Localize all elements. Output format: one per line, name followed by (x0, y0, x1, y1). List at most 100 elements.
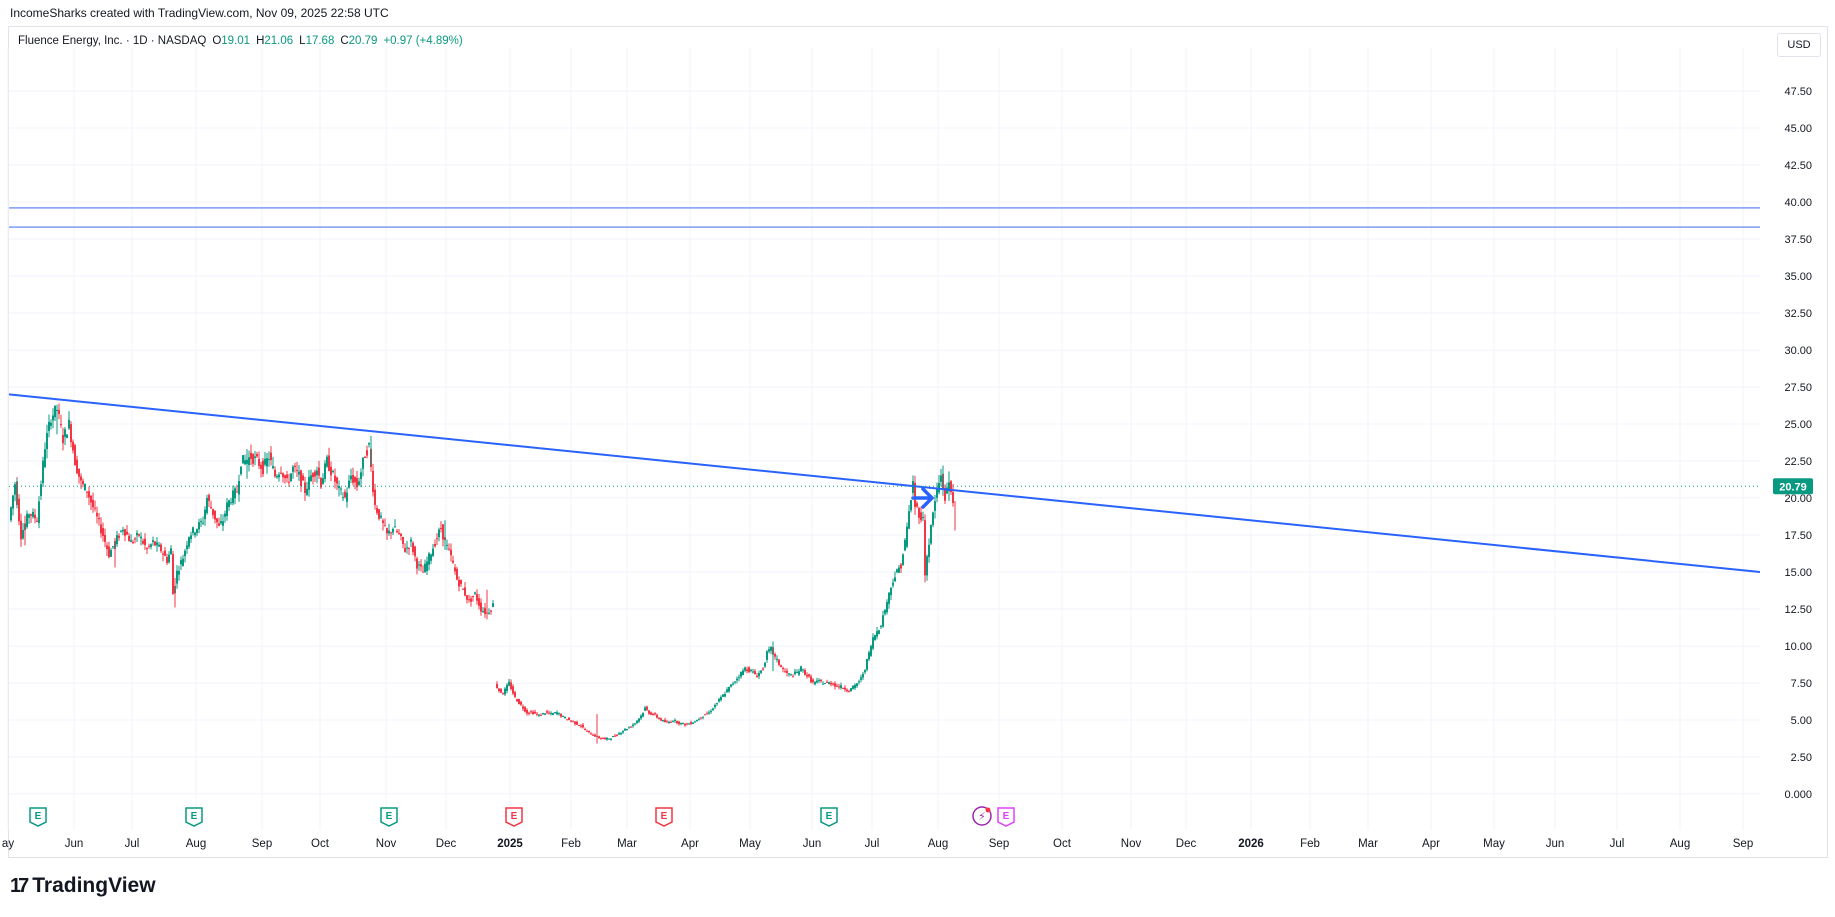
arrow-marker-icon[interactable] (911, 487, 935, 509)
candle-body (588, 730, 590, 733)
descending-trendline[interactable] (8, 393, 1761, 573)
candle-body (610, 738, 612, 740)
candle-body (500, 688, 502, 693)
earnings-marker-icon[interactable] (505, 807, 523, 827)
tradingview-logo[interactable]: 17 TradingView (10, 874, 156, 898)
candle-body (918, 508, 920, 518)
candle-body (850, 688, 852, 692)
candle-body (752, 671, 754, 673)
candle-body (904, 539, 906, 551)
candle-body (288, 481, 290, 483)
candle-body (630, 726, 632, 728)
candle-body (926, 556, 928, 576)
candle-body (328, 455, 330, 471)
candlesticks (10, 403, 956, 744)
candle-body (136, 532, 138, 536)
low-value: 17.68 (305, 35, 335, 47)
candle-body (924, 520, 926, 576)
candle-body (592, 734, 594, 736)
candle-body (206, 498, 208, 514)
candle-body (716, 703, 718, 705)
earnings-marker-icon[interactable] (185, 807, 203, 827)
candle-body (374, 489, 376, 505)
candle-body (934, 501, 936, 511)
candle-body (834, 683, 836, 687)
candle-body (298, 471, 300, 475)
candle-body (770, 646, 772, 651)
y-tick-label: 27.50 (1784, 382, 1812, 394)
x-tick-label: Aug (186, 838, 206, 850)
earnings-marker-label: E (511, 811, 518, 822)
candle-body (734, 681, 736, 683)
candle-body (92, 500, 94, 508)
candle-body (776, 658, 778, 660)
candle-body (272, 466, 274, 469)
x-tick-label: Sep (252, 838, 272, 850)
earnings-marker-icon[interactable] (29, 807, 47, 827)
earnings-marker-icon[interactable] (820, 807, 838, 827)
symbol-title[interactable]: Fluence Energy, Inc. · 1D · NASDAQ (18, 35, 207, 47)
candle-body (844, 687, 846, 690)
candle-body (594, 734, 596, 737)
candle-body (496, 683, 498, 688)
candle-body (634, 723, 636, 725)
candle-body (350, 475, 352, 480)
candle-body (34, 514, 36, 519)
candle-body (352, 475, 354, 483)
candle-body (36, 520, 38, 522)
candle-body (832, 683, 834, 685)
candle-body (952, 492, 954, 504)
candle-body (552, 713, 554, 715)
x-tick-label: Jun (65, 838, 84, 850)
last-price-line-layer: 20.79 (9, 478, 1813, 495)
x-tick-label: Dec (436, 838, 457, 850)
candle-body (176, 570, 178, 584)
candle-body (98, 517, 100, 520)
candle-body (200, 521, 202, 523)
x-tick-label: Sep (1733, 838, 1753, 850)
candle-body (826, 681, 828, 683)
candle-body (354, 477, 356, 483)
candle-body (876, 631, 878, 637)
candle-body (238, 480, 240, 495)
candle-body (528, 712, 530, 714)
candle-body (628, 727, 630, 729)
candle-body (530, 711, 532, 713)
candle-body (110, 550, 112, 557)
candle-body (604, 738, 606, 740)
candle-body (398, 532, 400, 534)
candle-body (376, 508, 378, 513)
candle-body (538, 714, 540, 716)
y-tick-label: 7.50 (1791, 678, 1812, 690)
candle-body (290, 473, 292, 482)
candle-body (164, 550, 166, 556)
x-tick-label: Apr (1422, 838, 1440, 850)
candle-body (126, 531, 128, 535)
candle-body (790, 674, 792, 676)
earnings-marker-icon[interactable] (380, 807, 398, 827)
candle-body (914, 482, 916, 507)
candle-body (916, 503, 918, 507)
currency-button[interactable]: USD (1777, 33, 1821, 57)
close-label: C (340, 35, 349, 47)
candle-body (920, 512, 922, 521)
candle-body (900, 564, 902, 569)
candle-body (268, 458, 270, 460)
candle-body (836, 685, 838, 687)
candle-body (372, 470, 374, 493)
candle-body (424, 563, 426, 573)
y-tick-label: 40.00 (1784, 197, 1812, 209)
candle-body (186, 545, 188, 549)
candle-body (12, 495, 14, 509)
candle-body (690, 722, 692, 725)
candle-body (722, 694, 724, 697)
y-tick-label: 5.00 (1791, 715, 1812, 727)
x-tick-label: Aug (1670, 838, 1690, 850)
candle-body (614, 735, 616, 737)
earnings-marker-icon[interactable] (997, 807, 1015, 827)
candle-body (434, 543, 436, 547)
earnings-marker-icon[interactable] (655, 807, 673, 827)
y-tick-label: 37.50 (1784, 234, 1812, 246)
candle-body (220, 521, 222, 524)
